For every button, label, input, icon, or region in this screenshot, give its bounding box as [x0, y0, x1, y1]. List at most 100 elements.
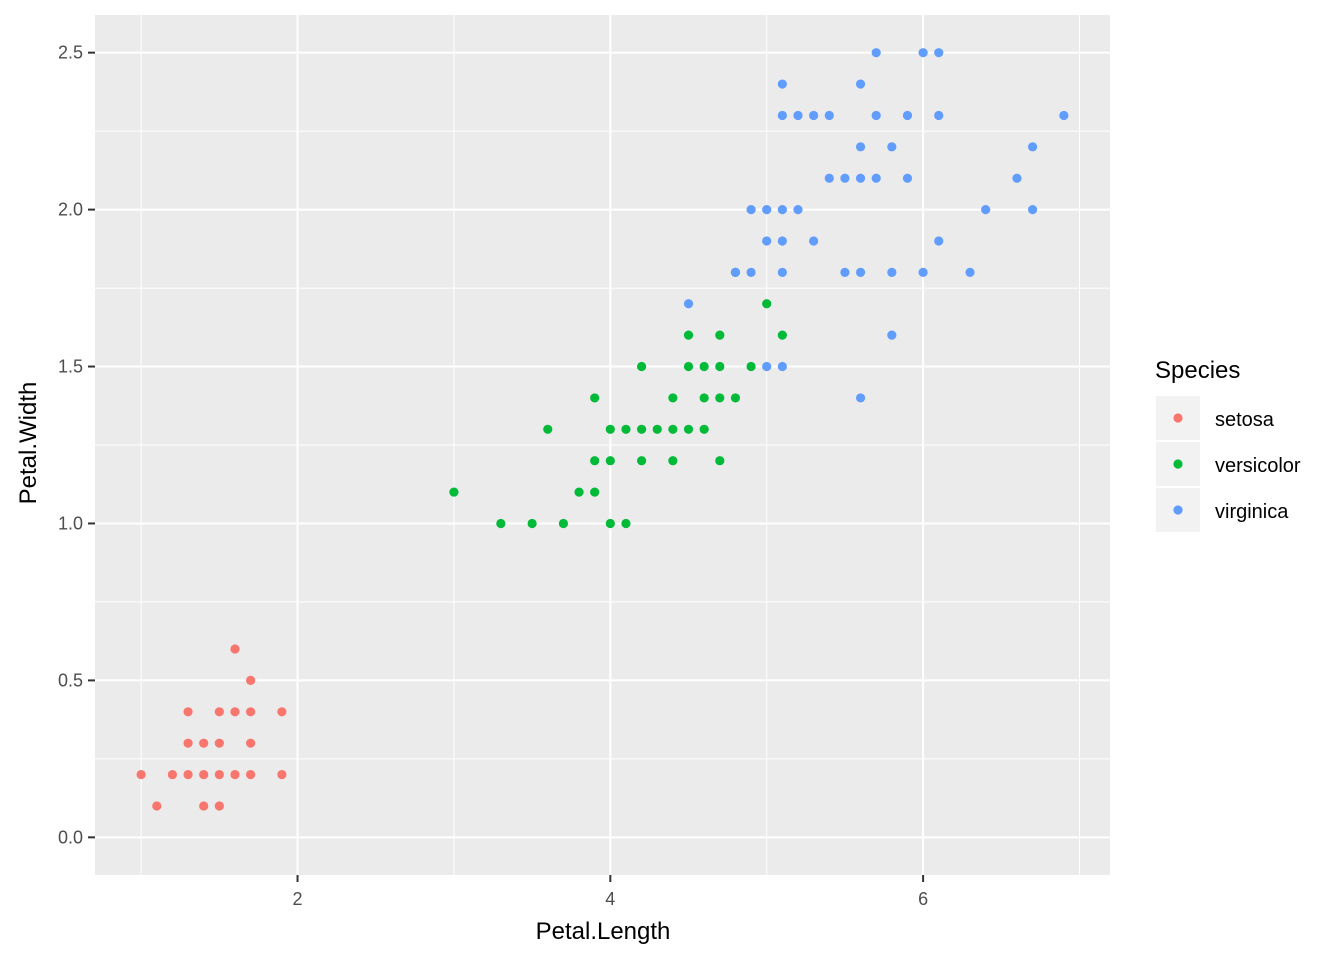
data-point-setosa — [152, 801, 162, 811]
y-tick-label: 2.0 — [58, 200, 83, 220]
legend-label: versicolor — [1215, 455, 1301, 477]
data-point-versicolor — [496, 518, 506, 529]
data-point-virginica — [777, 204, 787, 215]
grid-major — [95, 15, 1110, 875]
data-point-virginica — [683, 299, 694, 309]
data-point-virginica — [855, 393, 866, 403]
data-point-versicolor — [730, 393, 741, 403]
data-point-setosa — [136, 769, 146, 780]
data-point-versicolor — [449, 487, 459, 497]
data-point-versicolor — [574, 487, 584, 497]
data-point-setosa — [246, 769, 256, 780]
data-point-virginica — [934, 110, 944, 121]
data-point-virginica — [762, 236, 772, 246]
data-point-virginica — [918, 48, 928, 58]
y-axis-title: Petal.Width — [15, 382, 42, 505]
data-point-virginica — [730, 267, 741, 277]
y-tick-label: 1.5 — [58, 357, 83, 377]
data-point-setosa — [167, 769, 178, 780]
data-point-virginica — [887, 267, 897, 277]
legend-point-icon — [1173, 505, 1183, 515]
data-point-virginica — [1059, 110, 1069, 121]
data-point-virginica — [777, 110, 787, 121]
data-point-versicolor — [605, 518, 615, 529]
data-point-virginica — [934, 48, 944, 58]
data-point-versicolor — [605, 424, 615, 434]
data-point-versicolor — [636, 361, 647, 372]
data-point-virginica — [762, 204, 772, 215]
data-point-setosa — [183, 707, 193, 717]
data-point-setosa — [230, 769, 240, 780]
data-point-versicolor — [558, 518, 569, 529]
data-point-virginica — [777, 79, 787, 89]
data-point-setosa — [246, 707, 256, 717]
x-axis-title: Petal.Length — [536, 918, 671, 945]
data-point-virginica — [762, 361, 772, 372]
data-point-virginica — [1012, 173, 1022, 183]
data-point-versicolor — [683, 424, 694, 434]
data-point-versicolor — [762, 299, 772, 309]
data-point-setosa — [230, 644, 240, 654]
data-point-versicolor — [621, 518, 631, 529]
data-point-versicolor — [668, 424, 678, 434]
data-point-versicolor — [652, 424, 662, 434]
data-point-virginica — [746, 267, 756, 277]
data-point-virginica — [871, 173, 881, 183]
data-point-versicolor — [699, 424, 709, 434]
data-point-versicolor — [527, 518, 537, 529]
data-point-setosa — [214, 738, 224, 748]
data-point-versicolor — [683, 361, 694, 372]
legend-item-setosa: setosa — [1156, 396, 1275, 440]
x-tick-label: 6 — [918, 889, 928, 909]
data-point-versicolor — [543, 424, 553, 434]
data-point-virginica — [809, 236, 819, 246]
data-point-virginica — [855, 267, 866, 277]
data-point-versicolor — [715, 330, 725, 340]
data-point-setosa — [277, 707, 287, 717]
data-point-virginica — [840, 267, 850, 277]
x-tick-label: 4 — [605, 889, 615, 909]
data-point-virginica — [777, 236, 787, 246]
data-point-virginica — [902, 173, 913, 183]
legend-point-icon — [1173, 459, 1183, 469]
data-point-virginica — [777, 267, 787, 277]
data-point-virginica — [840, 173, 850, 183]
data-point-setosa — [246, 738, 256, 748]
data-point-virginica — [1027, 204, 1038, 215]
data-point-virginica — [981, 204, 991, 215]
data-point-versicolor — [621, 424, 631, 434]
data-point-setosa — [183, 769, 193, 780]
legend: Species setosa versicolor virginica — [1155, 357, 1301, 532]
data-point-versicolor — [636, 456, 647, 466]
legend-item-virginica: virginica — [1156, 488, 1289, 532]
data-point-versicolor — [590, 393, 600, 403]
data-point-versicolor — [699, 393, 709, 403]
data-point-versicolor — [590, 487, 600, 497]
data-point-setosa — [199, 769, 209, 780]
x-axis: 2 4 6 — [293, 875, 928, 909]
data-point-virginica — [887, 330, 897, 340]
data-point-setosa — [199, 801, 209, 811]
data-point-setosa — [183, 738, 193, 748]
x-tick-label: 2 — [293, 889, 303, 909]
data-point-setosa — [199, 738, 209, 748]
data-point-versicolor — [668, 393, 678, 403]
data-point-virginica — [965, 267, 975, 277]
data-point-versicolor — [715, 361, 725, 372]
legend-item-versicolor: versicolor — [1156, 442, 1301, 486]
data-point-versicolor — [605, 456, 615, 466]
data-point-virginica — [793, 204, 803, 215]
data-point-virginica — [871, 48, 881, 58]
legend-label: virginica — [1215, 501, 1289, 523]
data-point-virginica — [918, 267, 928, 277]
data-point-virginica — [809, 110, 819, 121]
data-points — [136, 48, 1069, 811]
data-point-versicolor — [636, 424, 647, 434]
y-tick-label: 0.0 — [58, 827, 83, 847]
grid-minor — [95, 15, 1110, 875]
data-point-virginica — [855, 173, 866, 183]
data-point-versicolor — [668, 456, 678, 466]
data-point-virginica — [855, 142, 866, 152]
legend-point-icon — [1173, 413, 1183, 423]
